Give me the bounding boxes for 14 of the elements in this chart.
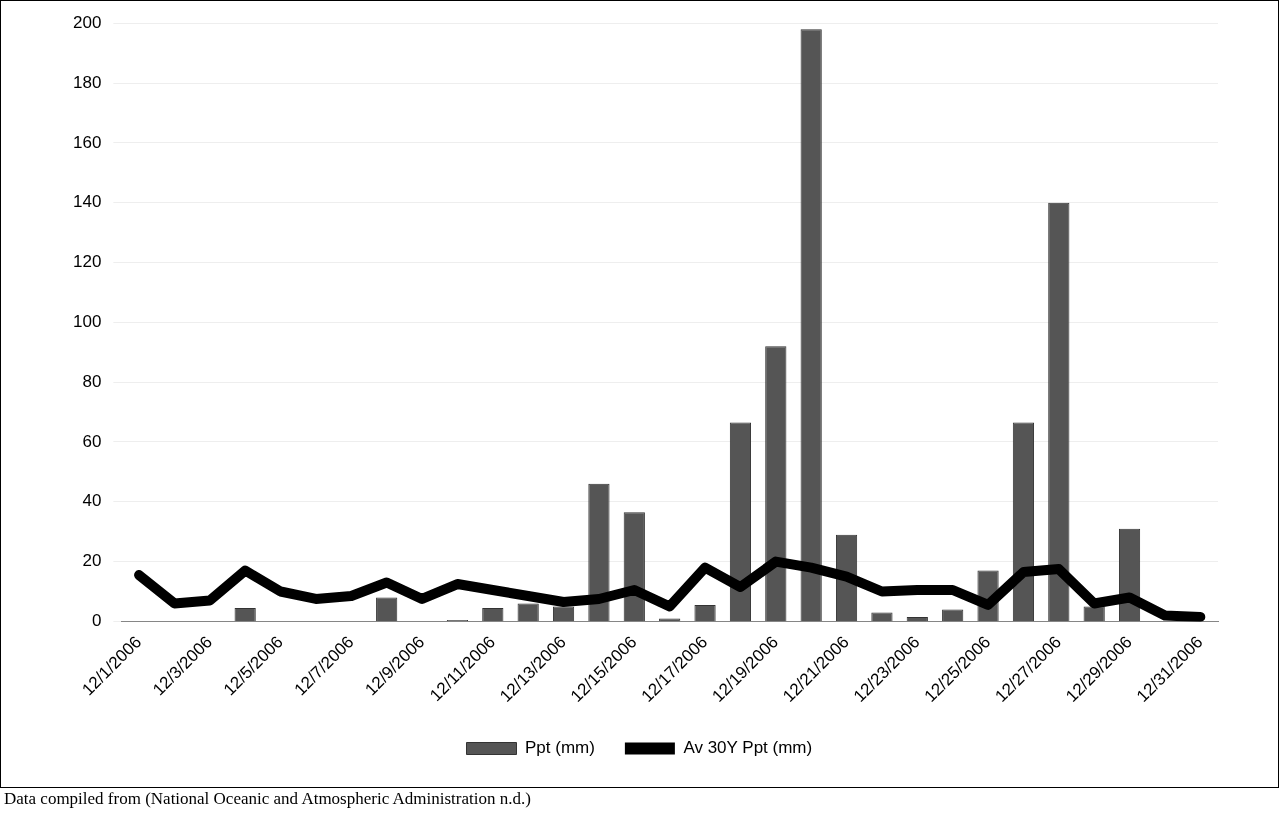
y-tick-label: 160 (72, 132, 102, 152)
legend-label: Ppt (mm) (525, 738, 595, 758)
legend-label: Av 30Y Ppt (mm) (683, 738, 813, 758)
y-tick-label: 100 (72, 311, 102, 331)
text: Data compiled from (National Oceanic and Atmospheric Administration n.d.) (4, 789, 531, 809)
y-tick-label: 140 (72, 192, 102, 212)
y-tick-label: 20 (82, 551, 102, 571)
y-tick-label: 60 (82, 431, 102, 451)
y-tick-label: 0 (91, 611, 102, 631)
y-tick-label: 40 (82, 491, 102, 511)
y-tick-label: 200 (72, 12, 102, 32)
y-tick-label: 120 (72, 252, 102, 272)
y-tick-label: 80 (82, 371, 102, 391)
y-tick-label: 180 (72, 72, 102, 92)
